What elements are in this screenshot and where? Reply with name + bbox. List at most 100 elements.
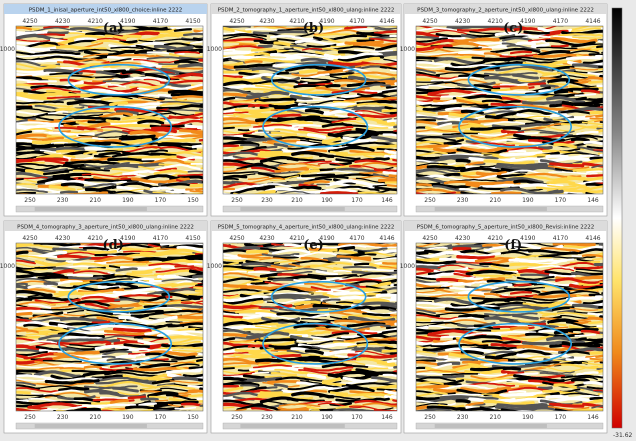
seismic-reflector xyxy=(242,257,270,258)
seismic-reflector xyxy=(504,342,520,343)
top-tick-label: 4210 xyxy=(88,235,103,242)
panel-title: PSDM_3_tomography_2_aperture_int50_xl800… xyxy=(417,8,594,14)
seismic-reflector xyxy=(48,340,96,341)
seismic-reflector xyxy=(132,293,148,294)
seismic-reflector xyxy=(342,336,358,337)
panel-title: PSDM_1_inisal_aperture_int50_xl800_choic… xyxy=(29,8,183,14)
top-tick-label: 4250 xyxy=(22,18,37,25)
bottom-tick-label: 170 xyxy=(155,414,167,421)
seismic-reflector xyxy=(247,252,267,253)
bottom-tick-label: 170 xyxy=(555,414,567,421)
top-tick-label: 4190 xyxy=(120,235,135,242)
bottom-tick-label: 170 xyxy=(155,197,167,204)
bottom-tick-label: 250 xyxy=(424,414,436,421)
seismic-reflector xyxy=(249,106,261,107)
seismic-reflector xyxy=(552,46,568,47)
seismic-reflector xyxy=(316,292,332,293)
seismic-reflector xyxy=(35,268,55,269)
bottom-tick-label: 230 xyxy=(57,197,69,204)
panel-title: PSDM_5_tomography_4_aperture_int50_xl800… xyxy=(218,225,395,231)
seismic-reflector xyxy=(75,118,119,119)
seismic-reflector xyxy=(481,185,513,187)
bottom-tick-label: 190 xyxy=(321,414,333,421)
seismic-reflector xyxy=(556,327,568,328)
seismic-reflector xyxy=(129,397,145,398)
seismic-reflector xyxy=(300,71,316,73)
seismic-reflector xyxy=(466,287,478,288)
seismic-reflector xyxy=(539,147,551,148)
seismic-reflector xyxy=(472,128,520,129)
seismic-reflector xyxy=(11,32,47,34)
top-tick-label: 4250 xyxy=(22,235,37,242)
depth-tick-label: 1000 xyxy=(0,46,15,53)
top-tick-label: 4250 xyxy=(229,18,244,25)
seismic-reflector xyxy=(511,328,527,329)
top-tick-label: 4150 xyxy=(185,18,200,25)
seismic-reflector xyxy=(111,103,127,105)
seismic-reflector xyxy=(49,33,69,34)
seismic-reflector xyxy=(62,184,82,185)
seismic-reflector xyxy=(322,193,358,194)
seismic-reflector xyxy=(85,367,101,368)
top-tick-label: 4170 xyxy=(153,235,168,242)
top-tick-label: 4210 xyxy=(488,235,503,242)
seismic-reflector xyxy=(249,346,261,347)
seismic-reflector xyxy=(331,152,347,153)
seismic-reflector xyxy=(460,76,488,77)
seismic-reflector xyxy=(64,94,104,95)
seismic-reflector xyxy=(529,84,545,85)
seismic-reflector xyxy=(547,396,567,397)
seismic-reflector xyxy=(218,71,258,72)
seismic-reflector xyxy=(252,283,268,284)
seismic-reflector xyxy=(157,249,177,250)
top-tick-label: 4230 xyxy=(55,235,70,242)
bottom-tick-label: 190 xyxy=(522,197,534,204)
seismic-reflector xyxy=(443,154,483,155)
seismic-reflector xyxy=(515,285,531,286)
seismic-reflector xyxy=(458,257,494,258)
seismic-reflector xyxy=(509,391,525,392)
seismic-reflector xyxy=(554,244,594,245)
seismic-reflector xyxy=(518,43,534,44)
seismic-reflector xyxy=(150,397,166,398)
seismic-reflector xyxy=(551,164,583,166)
bottom-tick-label: 190 xyxy=(122,414,134,421)
seismic-reflector xyxy=(70,278,102,279)
bottom-tick-label: 210 xyxy=(291,197,303,204)
top-tick-label: 4170 xyxy=(153,18,168,25)
bottom-tick-label: 250 xyxy=(231,414,243,421)
top-tick-label: 4146 xyxy=(379,235,394,242)
seismic-reflector xyxy=(511,87,527,88)
seismic-reflector xyxy=(152,359,168,360)
depth-tick-label: 1000 xyxy=(207,46,222,53)
seismic-reflector xyxy=(342,95,358,96)
seismic-panel: PSDM_3_tomography_2_aperture_int50_xl800… xyxy=(400,4,636,216)
seismic-reflector xyxy=(159,95,171,96)
scrollbar-thumb xyxy=(240,207,344,211)
seismic-reflector xyxy=(241,145,257,146)
top-tick-label: 4230 xyxy=(55,18,70,25)
seismic-reflector xyxy=(457,160,469,161)
seismic-reflector xyxy=(156,400,168,401)
bottom-tick-label: 210 xyxy=(489,197,501,204)
seismic-reflector xyxy=(472,368,520,369)
seismic-reflector xyxy=(246,61,262,62)
seismic-reflector xyxy=(330,63,362,65)
seismic-reflector xyxy=(482,154,502,155)
seismic-reflector xyxy=(47,125,63,126)
seismic-reflector xyxy=(259,46,271,47)
top-tick-label: 4146 xyxy=(379,18,394,25)
seismic-reflector xyxy=(123,72,143,74)
seismic-reflector xyxy=(567,58,599,59)
seismic-reflector xyxy=(257,120,289,122)
seismic-reflector xyxy=(273,115,301,116)
seismic-reflector xyxy=(135,337,163,339)
seismic-reflector xyxy=(28,81,56,82)
seismic-reflector xyxy=(256,340,296,342)
seismic-reflector xyxy=(460,316,488,317)
depth-tick-label: 1000 xyxy=(207,263,222,270)
seismic-reflector xyxy=(94,275,114,277)
seismic-reflector xyxy=(483,341,503,342)
bottom-tick-label: 146 xyxy=(381,414,393,421)
seismic-reflector xyxy=(101,398,129,399)
